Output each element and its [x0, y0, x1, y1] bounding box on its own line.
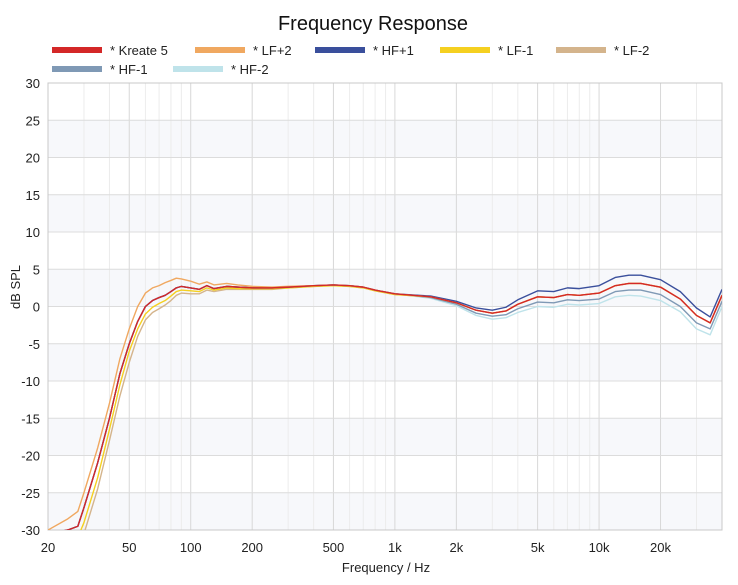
legend-swatch: [440, 47, 490, 53]
plot-band: [48, 343, 722, 381]
plot-band: [48, 381, 722, 419]
plot-band: [48, 306, 722, 344]
legend-swatch: [52, 66, 102, 72]
x-tick-label: 50: [122, 540, 136, 555]
x-tick-label: 200: [241, 540, 263, 555]
plot-band: [48, 492, 722, 530]
legend-swatch: [315, 47, 365, 53]
y-tick-label: 5: [33, 262, 40, 277]
legend-label: * LF+2: [253, 43, 292, 58]
x-tick-label: 500: [323, 540, 345, 555]
legend-label: * LF-1: [498, 43, 533, 58]
series-line: [64, 282, 722, 530]
y-tick-label: 15: [26, 188, 40, 203]
y-tick-label: 10: [26, 225, 40, 240]
y-tick-label: -10: [21, 374, 40, 389]
y-tick-label: 30: [26, 76, 40, 91]
y-tick-label: 0: [33, 300, 40, 315]
y-axis-ticks: 30 25 20 15 10 5 0 -5 -10 -15 -20 -25 -30: [21, 76, 40, 538]
x-tick-label: 100: [180, 540, 202, 555]
legend-label: * HF+1: [373, 43, 414, 58]
legend-label: * HF-1: [110, 62, 148, 77]
y-tick-label: -25: [21, 486, 40, 501]
y-tick-label: -5: [28, 337, 40, 352]
legend-swatch: [195, 47, 245, 53]
grid-lines: [47, 82, 723, 531]
x-tick-label: 20k: [650, 540, 671, 555]
legend-swatch: [173, 66, 223, 72]
y-tick-label: -15: [21, 411, 40, 426]
plot-band: [48, 455, 722, 493]
chart-title: Frequency Response: [278, 13, 468, 35]
legend-label: * HF-2: [231, 62, 269, 77]
plot-background-bands: [48, 83, 722, 530]
x-tick-label: 1k: [388, 540, 402, 555]
plot-band: [48, 157, 722, 195]
plot-band: [48, 232, 722, 270]
plot-band: [48, 194, 722, 232]
plot-band: [48, 269, 722, 307]
legend-swatch: [556, 47, 606, 53]
series-lines: [48, 274, 722, 530]
y-axis-label: dB SPL: [8, 265, 23, 309]
x-axis-label: Frequency / Hz: [342, 560, 430, 575]
y-tick-label: -20: [21, 449, 40, 464]
y-tick-label: 25: [26, 113, 40, 128]
legend-label: * Kreate 5: [110, 43, 168, 58]
x-tick-label: 2k: [449, 540, 463, 555]
plot-band: [48, 120, 722, 158]
x-tick-label: 20: [41, 540, 55, 555]
legend-label: * LF-2: [614, 43, 649, 58]
y-tick-label: -30: [21, 523, 40, 538]
x-tick-label: 5k: [531, 540, 545, 555]
legend: * Kreate 5 * LF+2 * HF+1 * LF-1 * LF-2 * HF-1…: [52, 43, 649, 77]
y-tick-label: 20: [26, 151, 40, 166]
plot-band: [48, 418, 722, 456]
legend-swatch: [52, 47, 102, 53]
x-axis-ticks: 20 50 100 200 500 1k 2k 5k 10k 20k: [41, 540, 672, 555]
x-tick-label: 10k: [589, 540, 610, 555]
plot-band: [48, 83, 722, 121]
